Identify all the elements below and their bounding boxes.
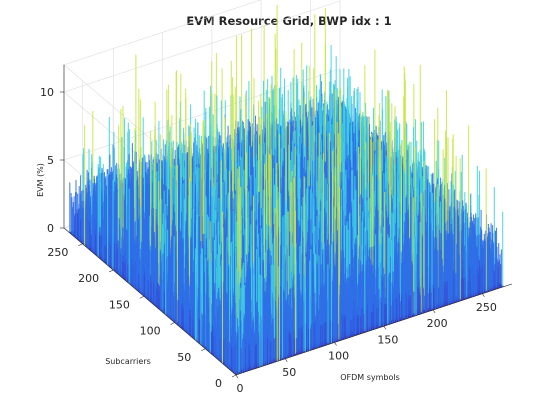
chart-title: EVM Resource Grid, BWP idx : 1 (186, 14, 391, 28)
evm-surface (68, 5, 505, 375)
